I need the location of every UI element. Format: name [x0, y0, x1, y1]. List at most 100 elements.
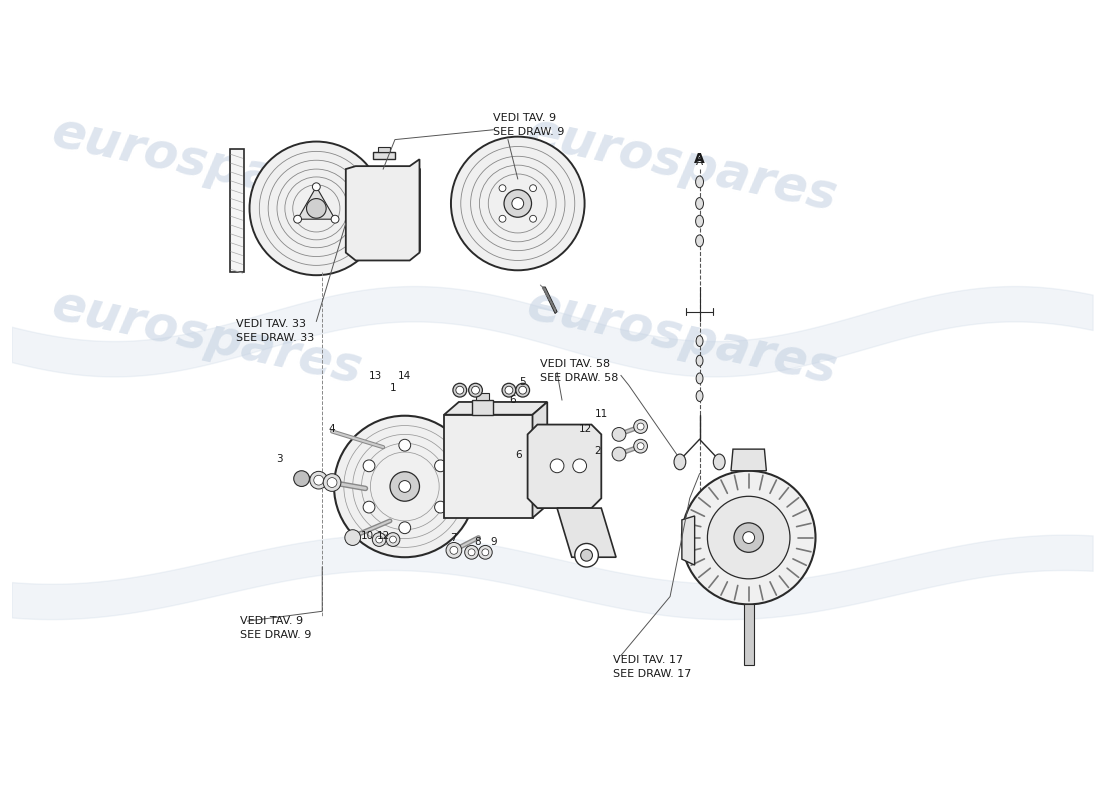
Circle shape [612, 427, 626, 442]
Text: 6: 6 [516, 450, 522, 460]
Circle shape [450, 546, 458, 554]
Ellipse shape [695, 215, 704, 227]
Text: eurospares: eurospares [522, 281, 842, 394]
Circle shape [469, 383, 483, 397]
Text: 13: 13 [368, 371, 382, 382]
Circle shape [446, 542, 462, 558]
Polygon shape [373, 152, 395, 159]
Circle shape [505, 386, 513, 394]
Circle shape [323, 474, 341, 491]
Text: VEDI TAV. 33
SEE DRAW. 33: VEDI TAV. 33 SEE DRAW. 33 [235, 319, 314, 343]
Circle shape [453, 383, 466, 397]
Circle shape [469, 549, 475, 556]
Ellipse shape [695, 235, 704, 246]
Circle shape [399, 522, 410, 534]
Circle shape [310, 471, 328, 489]
Text: VEDI TAV. 58
SEE DRAW. 58: VEDI TAV. 58 SEE DRAW. 58 [540, 358, 618, 382]
Polygon shape [744, 604, 754, 666]
Ellipse shape [674, 454, 685, 470]
Circle shape [434, 502, 447, 513]
Circle shape [682, 470, 815, 604]
Circle shape [499, 215, 506, 222]
Circle shape [519, 386, 527, 394]
Text: eurospares: eurospares [522, 108, 842, 221]
Circle shape [472, 386, 480, 394]
Circle shape [331, 215, 339, 223]
Circle shape [734, 523, 763, 552]
Text: A: A [694, 152, 705, 166]
Circle shape [314, 475, 323, 485]
Circle shape [455, 386, 464, 394]
Ellipse shape [696, 390, 703, 402]
Text: eurospares: eurospares [46, 281, 366, 394]
Text: 14: 14 [398, 371, 411, 382]
Circle shape [376, 536, 383, 543]
Polygon shape [444, 402, 548, 414]
Text: 8: 8 [474, 538, 481, 547]
Circle shape [634, 439, 648, 453]
Polygon shape [528, 425, 602, 508]
Circle shape [372, 533, 386, 546]
Circle shape [344, 530, 361, 546]
Circle shape [573, 459, 586, 473]
Circle shape [390, 472, 419, 502]
Text: 12: 12 [376, 530, 389, 541]
Circle shape [529, 185, 537, 192]
Text: VEDI TAV. 9
SEE DRAW. 9: VEDI TAV. 9 SEE DRAW. 9 [240, 616, 311, 640]
Polygon shape [345, 159, 419, 261]
Text: A: A [696, 158, 703, 167]
Polygon shape [230, 150, 243, 272]
Circle shape [312, 183, 320, 190]
Circle shape [464, 546, 478, 559]
Text: VEDI TAV. 9
SEE DRAW. 9: VEDI TAV. 9 SEE DRAW. 9 [493, 113, 564, 137]
Polygon shape [472, 400, 493, 414]
Text: 7: 7 [451, 533, 458, 542]
Polygon shape [532, 402, 548, 518]
Ellipse shape [695, 176, 704, 188]
Circle shape [499, 185, 506, 192]
Text: 2: 2 [594, 446, 601, 456]
Circle shape [327, 478, 337, 487]
Ellipse shape [696, 336, 703, 346]
Circle shape [575, 543, 598, 567]
Circle shape [386, 533, 400, 546]
Text: VEDI TAV. 17
SEE DRAW. 17: VEDI TAV. 17 SEE DRAW. 17 [613, 655, 692, 679]
Text: 9: 9 [490, 538, 496, 547]
Circle shape [334, 416, 475, 558]
Circle shape [389, 536, 396, 543]
Ellipse shape [696, 373, 703, 384]
Text: 4: 4 [329, 425, 336, 434]
Circle shape [307, 198, 327, 218]
Circle shape [612, 447, 626, 461]
Circle shape [399, 439, 410, 451]
Circle shape [504, 190, 531, 218]
Circle shape [550, 459, 564, 473]
Ellipse shape [695, 198, 704, 210]
Circle shape [482, 549, 488, 556]
Polygon shape [732, 449, 767, 470]
Circle shape [634, 420, 648, 434]
Circle shape [581, 550, 593, 561]
Text: 3: 3 [276, 454, 283, 464]
Text: eurospares: eurospares [46, 108, 366, 221]
Circle shape [529, 215, 537, 222]
Circle shape [451, 137, 584, 270]
Polygon shape [444, 414, 532, 518]
Polygon shape [298, 186, 336, 219]
Circle shape [363, 502, 375, 513]
Text: 5: 5 [519, 378, 526, 387]
Polygon shape [475, 393, 490, 400]
Text: 11: 11 [595, 409, 608, 418]
Circle shape [502, 383, 516, 397]
Text: 6: 6 [509, 395, 516, 405]
Polygon shape [557, 508, 616, 558]
Circle shape [434, 460, 447, 472]
Text: 12: 12 [579, 425, 592, 434]
Circle shape [294, 470, 309, 486]
Text: 10: 10 [361, 530, 374, 541]
Circle shape [707, 496, 790, 579]
Ellipse shape [713, 454, 725, 470]
Circle shape [478, 546, 492, 559]
Circle shape [715, 458, 723, 466]
Circle shape [516, 383, 529, 397]
